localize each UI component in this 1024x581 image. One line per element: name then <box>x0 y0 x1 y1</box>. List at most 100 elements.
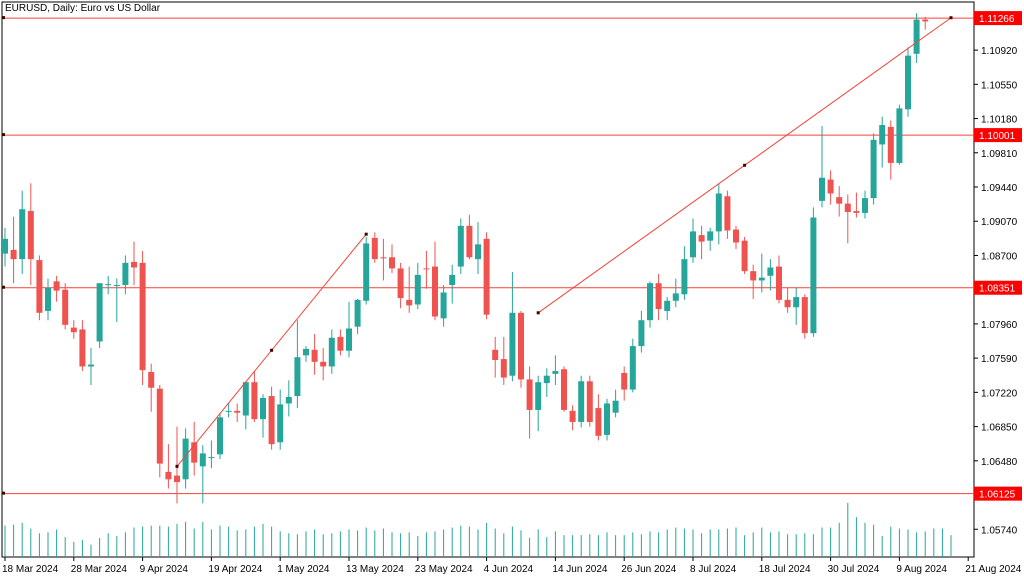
bear-candle[interactable] <box>586 381 593 422</box>
bear-candle[interactable] <box>776 266 782 300</box>
bear-candle[interactable] <box>526 379 533 410</box>
bear-candle[interactable] <box>10 249 17 260</box>
bear-candle[interactable] <box>621 372 628 390</box>
bear-candle[interactable] <box>397 268 404 298</box>
bull-candle[interactable] <box>346 328 352 351</box>
bear-candle[interactable] <box>53 281 60 291</box>
bull-candle[interactable] <box>242 382 249 416</box>
bull-candle[interactable] <box>509 312 516 376</box>
bull-candle[interactable] <box>113 285 120 287</box>
level-anchor-point[interactable] <box>2 285 5 289</box>
bear-candle[interactable] <box>827 179 834 194</box>
bear-candle[interactable] <box>483 238 490 315</box>
bear-candle[interactable] <box>79 329 86 367</box>
bull-candle[interactable] <box>96 283 103 342</box>
level-anchor-point[interactable] <box>2 133 5 137</box>
bull-candle[interactable] <box>88 364 94 367</box>
bear-candle[interactable] <box>784 299 791 308</box>
bear-candle[interactable] <box>70 327 77 333</box>
bull-candle[interactable] <box>285 396 292 404</box>
trend-anchor-point[interactable] <box>949 16 953 20</box>
bear-candle[interactable] <box>492 349 499 360</box>
bull-candle[interactable] <box>2 238 8 254</box>
bull-candle[interactable] <box>681 259 688 295</box>
bull-candle[interactable] <box>199 453 206 467</box>
bear-candle[interactable] <box>251 382 258 420</box>
bull-candle[interactable] <box>552 371 559 374</box>
bull-candle[interactable] <box>604 403 610 435</box>
bear-candle[interactable] <box>156 388 163 464</box>
bear-candle[interactable] <box>62 289 69 325</box>
bull-candle[interactable] <box>647 283 653 321</box>
bull-candle[interactable] <box>363 243 370 301</box>
trend-anchor-point[interactable] <box>270 348 274 352</box>
bear-candle[interactable] <box>518 312 524 380</box>
bull-candle[interactable] <box>690 231 696 258</box>
bear-candle[interactable] <box>165 471 172 480</box>
bull-candle[interactable] <box>664 300 671 311</box>
bear-candle[interactable] <box>698 235 705 242</box>
bear-candle[interactable] <box>191 442 198 463</box>
bull-candle[interactable] <box>208 457 215 459</box>
bear-candle[interactable] <box>741 240 748 272</box>
bull-candle[interactable] <box>896 108 903 163</box>
bull-candle[interactable] <box>475 244 481 260</box>
bull-candle[interactable] <box>260 397 266 420</box>
bull-candle[interactable] <box>105 284 112 286</box>
bull-candle[interactable] <box>672 293 679 301</box>
bear-candle[interactable] <box>174 475 180 483</box>
bull-candle[interactable] <box>819 177 825 201</box>
bull-candle[interactable] <box>19 209 26 260</box>
bear-candle[interactable] <box>268 396 275 445</box>
bull-candle[interactable] <box>707 231 714 241</box>
bear-candle[interactable] <box>500 359 507 378</box>
trend-anchor-point[interactable] <box>536 311 540 315</box>
bear-candle[interactable] <box>655 283 662 310</box>
bear-candle[interactable] <box>887 126 894 163</box>
bull-candle[interactable] <box>217 417 223 455</box>
bull-candle[interactable] <box>414 274 421 305</box>
bull-candle[interactable] <box>449 274 456 286</box>
trend-anchor-point[interactable] <box>743 163 747 167</box>
bear-candle[interactable] <box>724 196 731 231</box>
bull-candle[interactable] <box>879 125 886 145</box>
bear-candle[interactable] <box>27 211 34 260</box>
bear-candle[interactable] <box>234 410 241 413</box>
bear-candle[interactable] <box>423 268 430 270</box>
bull-candle[interactable] <box>629 346 636 390</box>
bull-candle[interactable] <box>457 225 464 267</box>
bear-candle[interactable] <box>853 211 860 213</box>
bull-candle[interactable] <box>758 277 765 281</box>
bull-candle[interactable] <box>122 262 129 286</box>
bull-candle[interactable] <box>793 297 800 308</box>
bear-candle[interactable] <box>466 225 473 258</box>
bull-candle[interactable] <box>870 139 877 199</box>
bear-candle[interactable] <box>836 197 843 204</box>
bull-candle[interactable] <box>303 348 309 356</box>
bear-candle[interactable] <box>595 408 602 436</box>
bull-candle[interactable] <box>354 299 361 327</box>
bear-candle[interactable] <box>371 237 378 260</box>
bull-candle[interactable] <box>45 287 51 311</box>
bull-candle[interactable] <box>182 438 189 480</box>
bull-candle[interactable] <box>578 381 585 422</box>
bear-candle[interactable] <box>311 349 318 362</box>
level-anchor-point[interactable] <box>2 491 5 495</box>
bear-candle[interactable] <box>432 266 438 317</box>
bear-candle[interactable] <box>337 336 344 351</box>
bull-candle[interactable] <box>328 337 335 367</box>
bull-candle[interactable] <box>862 198 868 213</box>
bull-candle[interactable] <box>225 410 232 412</box>
bear-candle[interactable] <box>320 361 327 367</box>
bear-candle[interactable] <box>569 410 576 422</box>
bull-candle[interactable] <box>905 55 911 110</box>
bear-candle[interactable] <box>36 260 43 313</box>
bear-candle[interactable] <box>733 229 739 243</box>
bull-candle[interactable] <box>767 267 774 276</box>
trend-anchor-point[interactable] <box>175 464 179 468</box>
bear-candle[interactable] <box>139 262 146 371</box>
bear-candle[interactable] <box>131 261 137 268</box>
level-anchor-point[interactable] <box>2 16 5 20</box>
bull-candle[interactable] <box>715 193 722 232</box>
bull-candle[interactable] <box>638 320 645 347</box>
